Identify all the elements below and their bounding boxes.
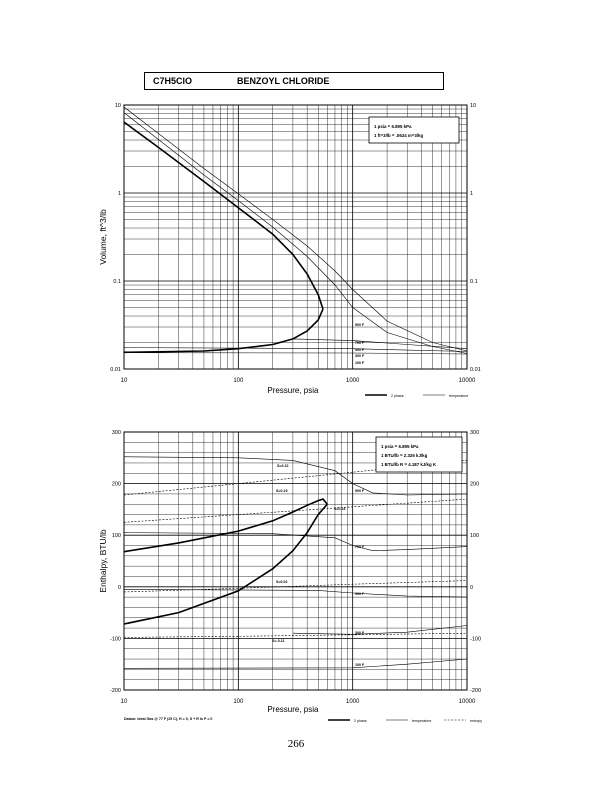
volume-y-tick-left: 1: [118, 191, 121, 197]
enthalpy-x-tick-label: 100: [233, 699, 244, 705]
enthalpy-isotherm-label: 500 F: [355, 592, 365, 596]
volume-isotherm-line: [123, 106, 468, 352]
enthalpy-legend-entry: 2 phase: [354, 719, 367, 723]
enthalpy-y-tick-left: 300: [112, 430, 121, 436]
volume-isotherm-label: 900 F: [355, 323, 365, 327]
enthalpy-isotherm-line: [123, 589, 468, 598]
page-number: 266: [287, 738, 305, 750]
enthalpy-isotherm-line: [123, 532, 468, 552]
enthalpy-isotherm-line: [123, 658, 468, 669]
volume-x-axis-label: Pressure, psia: [267, 386, 319, 395]
volume-isotherm-label: 300 F: [355, 354, 365, 358]
volume-vapor-dome-line: [123, 121, 324, 310]
enthalpy-isotherm-label: 900 F: [355, 489, 365, 493]
volume-x-tick-label: 1000: [346, 378, 360, 384]
volume-y-tick-left: 0.1: [113, 279, 121, 285]
volume-legend-entry: temperature: [449, 394, 468, 398]
enthalpy-datum-footnote: Datum: Ideal Gas @ 77 F (25 C), H = 0, S…: [124, 717, 212, 721]
volume-y-tick-right: 0.1: [470, 279, 478, 285]
volume-info-line: 1 ft^3/lb = .0624 m^3/kg: [374, 133, 423, 138]
enthalpy-isotherm-label: 700 F: [355, 545, 365, 549]
enthalpy-y-tick-left: 0: [118, 585, 121, 591]
enthalpy-y-tick-right: 200: [470, 482, 479, 488]
enthalpy-isotherm-label: 300 F: [355, 631, 365, 635]
enthalpy-liquid-dome-line: [123, 503, 328, 625]
volume-isotherm-label: 700 F: [355, 341, 365, 345]
enthalpy-entropy-label: S=-0.11: [272, 639, 285, 643]
enthalpy-x-tick-label: 10000: [459, 699, 476, 705]
volume-isotherm-label: 100 F: [355, 361, 365, 365]
volume-info-box: [368, 116, 460, 144]
enthalpy-entropy-label: S=0.19: [276, 489, 288, 493]
volume-info-line: 1 psia = 6.895 kPa: [374, 124, 412, 129]
volume-y-axis-label: Volume, ft^3/lb: [98, 209, 108, 265]
volume-y-tick-left: 10: [115, 103, 121, 109]
enthalpy-vapor-dome-line: [123, 498, 328, 553]
volume-y-tick-right: 1: [470, 191, 473, 197]
volume-liquid-dome-line: [123, 308, 324, 354]
enthalpy-y-tick-left: -200: [110, 688, 121, 694]
enthalpy-info-line: 1 psia = 6.895 kPa: [381, 444, 419, 449]
chart-title-box: C7H5ClO BENZOYL CHLORIDE: [144, 72, 444, 90]
enthalpy-y-tick-right: -200: [470, 688, 481, 694]
enthalpy-y-tick-left: -100: [110, 636, 121, 642]
enthalpy-x-axis-label: Pressure, psia: [267, 705, 319, 714]
volume-isotherm-line: [292, 338, 468, 349]
enthalpy-entropy-label: S=0.16: [334, 507, 346, 511]
volume-isotherm-label: 500 F: [355, 348, 365, 352]
enthalpy-y-tick-right: 0: [470, 585, 473, 591]
volume-isotherm-line: [123, 347, 468, 352]
volume-legend-entry: 2 phase: [391, 394, 404, 398]
enthalpy-info-line: 1 BTU/lb R = 4.187 kJ/kg K: [381, 462, 437, 467]
enthalpy-entropy-line: [123, 632, 468, 638]
compound-name: BENZOYL CHLORIDE: [237, 76, 330, 86]
enthalpy-entropy-label: S=0.22: [277, 464, 289, 468]
volume-x-tick-label: 10: [121, 378, 128, 384]
compound-formula: C7H5ClO: [153, 76, 193, 86]
enthalpy-isotherm-label: 100 F: [355, 663, 365, 667]
volume-y-tick-right: 0.01: [470, 367, 481, 373]
enthalpy-y-tick-right: 300: [470, 430, 479, 436]
enthalpy-entropy-line: [123, 580, 468, 593]
volume-plot-frame: [123, 104, 468, 370]
volume-x-tick-label: 100: [233, 378, 244, 384]
volume-isotherm-line: [123, 112, 468, 354]
enthalpy-isotherm-line: [123, 456, 468, 496]
enthalpy-y-tick-right: 100: [470, 533, 479, 539]
enthalpy-info-box: [375, 436, 463, 473]
enthalpy-x-tick-label: 10: [121, 699, 128, 705]
enthalpy-isotherm-line: [292, 625, 468, 635]
enthalpy-y-tick-right: -100: [470, 636, 481, 642]
volume-isotherm-line: [123, 352, 468, 355]
enthalpy-plot-frame: [123, 431, 468, 691]
enthalpy-legend-entry: entropy: [470, 719, 482, 723]
enthalpy-y-tick-left: 100: [112, 533, 121, 539]
enthalpy-y-axis-label: Enthalpy, BTU/lb: [98, 529, 108, 592]
volume-y-tick-left: 0.01: [110, 367, 121, 373]
volume-x-tick-label: 10000: [459, 378, 476, 384]
enthalpy-legend-entry: temperature: [412, 719, 431, 723]
enthalpy-entropy-label: S=0.02: [276, 580, 288, 584]
enthalpy-x-tick-label: 1000: [346, 699, 360, 705]
enthalpy-info-line: 1 BTU/lb = 2.326 kJ/kg: [381, 453, 428, 458]
enthalpy-y-tick-left: 200: [112, 482, 121, 488]
volume-y-tick-right: 10: [470, 103, 476, 109]
